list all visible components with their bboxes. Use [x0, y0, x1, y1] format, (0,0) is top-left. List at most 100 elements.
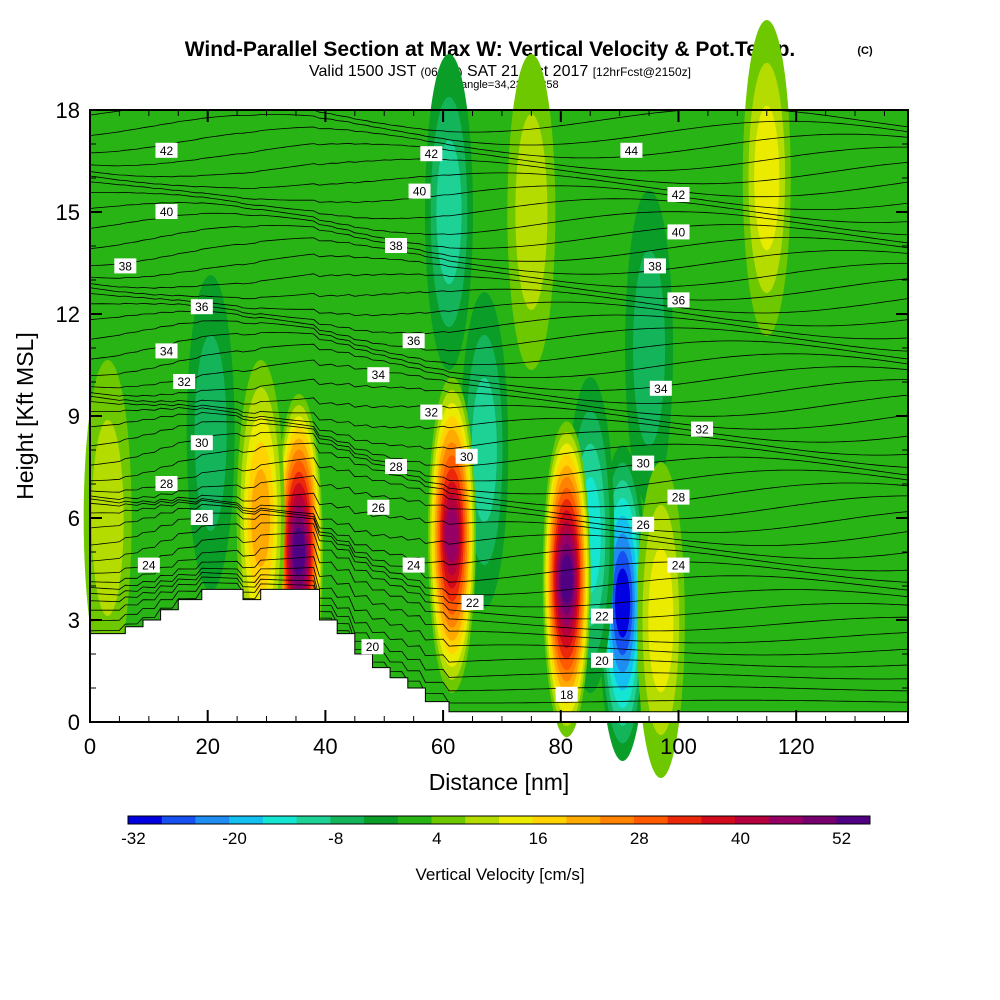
theta-label-text: 30 — [195, 436, 209, 450]
theta-label: 36 — [190, 299, 213, 315]
colorbar-swatch — [431, 816, 466, 824]
theta-contour — [89, 114, 909, 146]
theta-label-box — [461, 595, 484, 610]
theta-label-box — [649, 380, 672, 396]
colorbar-swatch — [735, 816, 770, 824]
theta-label-text: 40 — [413, 185, 427, 199]
theta-label-text: 30 — [637, 457, 651, 471]
theta-label-text: 18 — [560, 688, 574, 702]
theta-label: 32 — [420, 404, 443, 420]
theta-contour — [89, 401, 909, 443]
theta-contour — [89, 431, 909, 495]
velocity-band — [194, 335, 227, 531]
theta-label-text: 34 — [654, 382, 668, 396]
theta-label-box — [667, 292, 690, 308]
theta-contour — [89, 359, 908, 404]
theta-label: 30 — [190, 435, 213, 451]
theta-label-text: 28 — [389, 460, 403, 474]
updraft-cell — [636, 462, 685, 778]
theta-contour — [89, 320, 909, 366]
theta-contour — [89, 421, 909, 482]
theta-label: 40 — [155, 204, 178, 219]
theta-label-box — [137, 557, 160, 573]
theta-label-box — [643, 258, 666, 274]
colorbar-tick-label: -20 — [222, 829, 247, 848]
velocity-band — [471, 377, 497, 523]
theta-label-text: 36 — [407, 334, 421, 348]
theta-contour — [89, 343, 909, 391]
colorbar-swatch — [364, 816, 399, 824]
theta-label: 28 — [385, 459, 408, 474]
velocity-band — [648, 547, 674, 693]
theta-contour — [89, 158, 909, 185]
theta-label-text: 38 — [119, 259, 133, 273]
theta-contour — [89, 567, 909, 656]
theta-contour — [89, 572, 909, 668]
theta-label-text: 22 — [595, 610, 609, 624]
x-tick-label: 60 — [431, 734, 455, 759]
theta-label-text: 34 — [160, 344, 174, 358]
theta-contour — [89, 181, 909, 210]
potential-temperature-contours — [89, 109, 909, 704]
theta-contour — [89, 287, 909, 314]
theta-contour — [89, 407, 909, 456]
theta-label-box — [590, 608, 613, 624]
theta-label: 28 — [155, 476, 178, 491]
theta-contour — [89, 310, 909, 352]
colorbar-tick-label: -32 — [121, 829, 146, 848]
theta-label-text: 32 — [177, 375, 191, 389]
theta-label: 40 — [408, 183, 431, 199]
theta-label: 28 — [667, 489, 690, 505]
colorbar-swatch — [465, 816, 500, 824]
theta-label-box — [190, 299, 213, 315]
theta-contour — [89, 475, 909, 533]
velocity-band — [292, 527, 306, 577]
copyright-mark: (C) — [857, 45, 873, 57]
theta-label-box — [361, 639, 384, 655]
theta-label-box — [667, 187, 690, 202]
theta-label: 22 — [461, 595, 484, 610]
theta-label-box — [555, 686, 578, 702]
y-tick-label: 9 — [68, 404, 80, 429]
theta-contour — [89, 331, 909, 378]
theta-label-text: 20 — [595, 654, 609, 668]
colorbar-swatch — [262, 816, 298, 824]
theta-label-box — [420, 146, 443, 162]
colorbar-frame — [127, 815, 871, 825]
theta-label-text: 32 — [695, 423, 709, 437]
theta-label-text: 40 — [672, 225, 686, 239]
theta-label: 42 — [420, 146, 443, 162]
y-tick-label: 15 — [56, 200, 80, 225]
theta-label: 34 — [155, 343, 178, 359]
colorbar-tick-label: 16 — [529, 829, 548, 848]
theta-label-text: 44 — [625, 144, 639, 158]
theta-label: 34 — [367, 367, 390, 383]
theta-contour — [89, 492, 909, 546]
colorbar-swatch — [161, 816, 196, 824]
theta-label-text: 24 — [407, 559, 421, 573]
colorbar-swatch — [768, 816, 804, 824]
theta-label-box — [632, 455, 655, 471]
theta-contour — [89, 412, 909, 468]
terrain-mask — [90, 589, 908, 722]
updraft-cell — [236, 360, 285, 676]
x-tick-label: 20 — [195, 734, 219, 759]
theta-label-text: 24 — [672, 559, 686, 573]
y-axis-label: Height [Kft MSL] — [12, 332, 38, 499]
colorbar-swatch — [633, 816, 669, 824]
theta-label-text: 28 — [160, 477, 174, 491]
colorbar: -32 -20 -8 4 16 28 40 52 — [121, 815, 871, 848]
velocity-band — [251, 469, 271, 567]
terrain-steps — [90, 588, 908, 713]
velocity-band — [633, 250, 666, 446]
theta-label: 42 — [667, 187, 690, 202]
theta-contour — [90, 576, 909, 680]
velocity-band — [615, 568, 631, 638]
colorbar-swatch — [128, 816, 163, 824]
theta-label: 18 — [555, 686, 578, 702]
theta-contour — [89, 512, 909, 596]
chart-title: Wind-Parallel Section at Max W: Vertical… — [185, 38, 796, 61]
colorbar-swatch — [532, 816, 567, 824]
updraft-cell — [542, 421, 591, 738]
